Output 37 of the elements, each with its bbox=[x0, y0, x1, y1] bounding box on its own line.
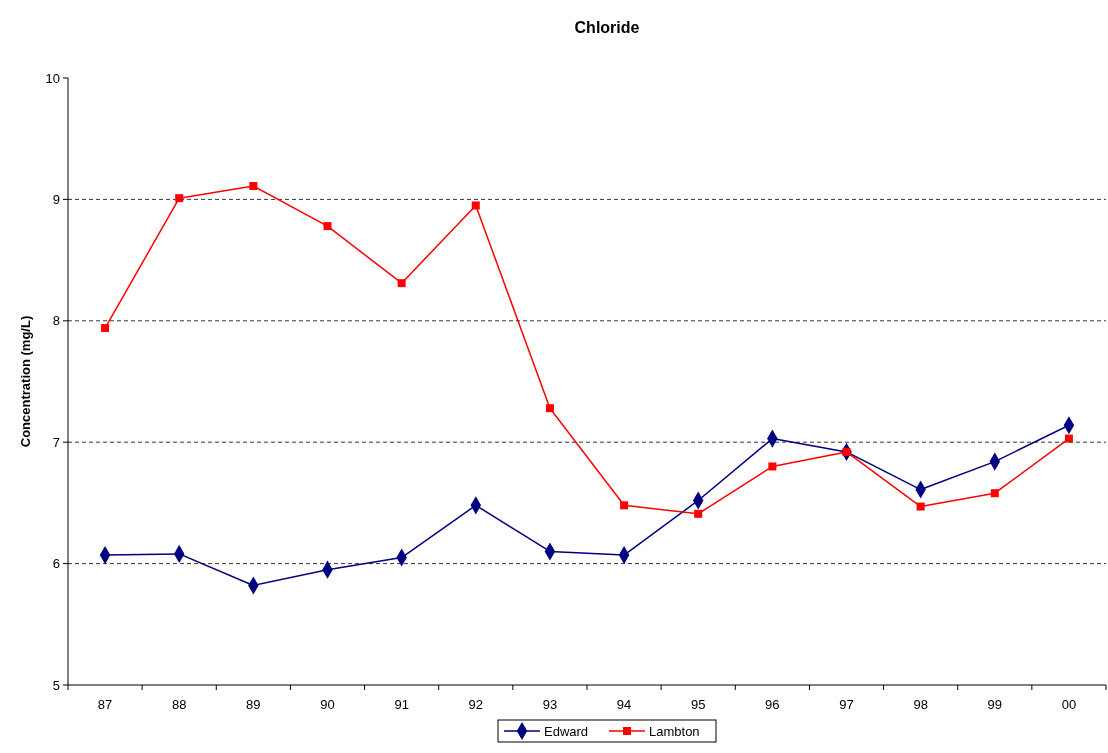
point bbox=[249, 182, 258, 191]
y-tick-label: 10 bbox=[45, 70, 60, 86]
x-tick-label: 95 bbox=[690, 697, 706, 712]
point bbox=[175, 194, 184, 203]
x-tick-label: 88 bbox=[171, 697, 187, 712]
point bbox=[101, 324, 110, 333]
y-tick-label: 8 bbox=[52, 313, 60, 329]
x-tick-label: 94 bbox=[616, 697, 632, 712]
point bbox=[323, 222, 332, 231]
x-tick-label: 99 bbox=[987, 697, 1003, 712]
x-tick-label: 90 bbox=[320, 697, 335, 712]
point bbox=[471, 201, 480, 210]
x-tick-label: 98 bbox=[913, 697, 928, 712]
x-tick-label: 92 bbox=[468, 697, 484, 712]
point bbox=[694, 509, 703, 518]
y-tick-label: 7 bbox=[52, 434, 60, 450]
x-tick-label: 91 bbox=[394, 697, 409, 712]
point bbox=[620, 501, 629, 510]
point bbox=[916, 502, 925, 511]
point bbox=[1064, 434, 1073, 443]
point bbox=[545, 404, 554, 413]
y-tick-label: 6 bbox=[52, 556, 60, 572]
y-tick-label: 9 bbox=[52, 191, 60, 207]
chart-title: Chloride bbox=[574, 19, 640, 36]
point bbox=[768, 462, 777, 471]
y-tick-label: 5 bbox=[52, 677, 60, 693]
x-tick-label: 93 bbox=[542, 697, 558, 712]
legend-label: Edward bbox=[544, 723, 589, 739]
x-tick-label: 97 bbox=[839, 697, 854, 712]
y-axis-title: Concentration (mg/L) bbox=[18, 315, 33, 448]
legend-label: Lambton bbox=[649, 723, 700, 739]
x-tick-label: 87 bbox=[97, 697, 113, 712]
x-tick-label: 00 bbox=[1061, 697, 1077, 712]
point bbox=[397, 279, 406, 288]
point bbox=[990, 489, 999, 498]
x-tick-label: 89 bbox=[246, 697, 261, 712]
x-tick-label: 96 bbox=[765, 697, 780, 712]
